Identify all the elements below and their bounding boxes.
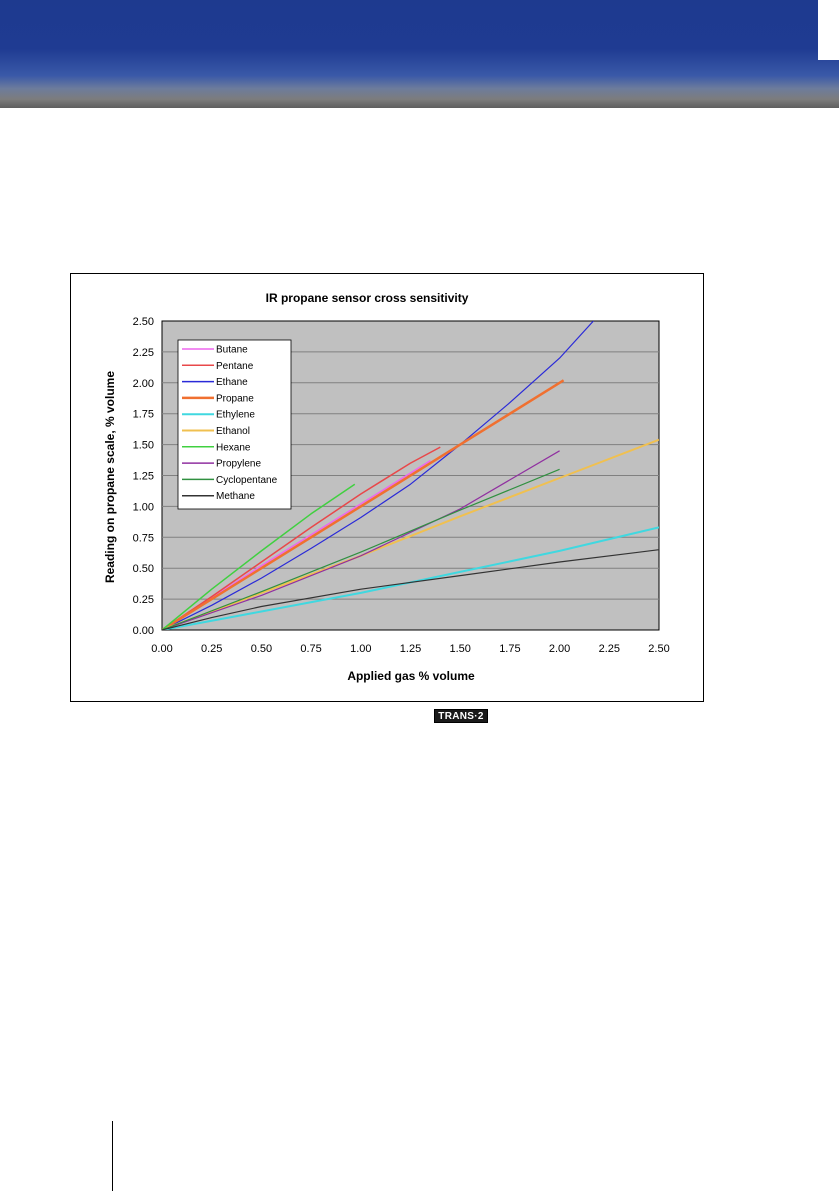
y-tick-label: 2.00 (133, 378, 154, 390)
legend-entry-ethanol: Ethanol (216, 426, 250, 437)
legend-entry-pentane: Pentane (216, 361, 254, 372)
legend-entry-propane: Propane (216, 393, 254, 404)
legend-entry-ethylene: Ethylene (216, 410, 255, 421)
x-tick-label: 1.00 (350, 643, 371, 655)
series-line-methane (162, 549, 659, 630)
x-tick-label: 0.75 (300, 643, 321, 655)
x-tick-label: 2.50 (648, 643, 669, 655)
y-tick-label: 0.25 (133, 594, 154, 606)
y-tick-label: 1.25 (133, 471, 154, 483)
legend: Butane Pentane Ethane Propane Ethylene Ethano… (177, 339, 292, 510)
series-line-pentane (162, 446, 441, 630)
y-tick-label: 0.50 (133, 563, 154, 575)
x-tick-label: 1.25 (400, 643, 421, 655)
series-line-hexane (162, 483, 356, 630)
page-tab (818, 0, 839, 60)
series-line-ethane (162, 321, 594, 630)
x-tick-label: 1.50 (449, 643, 470, 655)
chart-svg: IR propane sensor cross sensitivity 0.00… (103, 291, 670, 683)
legend-entry-hexane: Hexane (216, 442, 251, 453)
x-tick-label: 1.75 (499, 643, 520, 655)
header-band (0, 0, 839, 108)
x-tick-labels: 0.00 0.25 0.50 0.75 1.00 1.25 1.50 1.75 2.00 2.25… (151, 643, 669, 655)
y-tick-label: 0.75 (133, 532, 154, 544)
legend-entry-methane: Methane (216, 491, 255, 502)
legend-box (177, 339, 292, 510)
legend-entry-ethane: Ethane (216, 377, 248, 388)
series-line-ethanol (162, 438, 659, 630)
x-tick-label: 2.00 (549, 643, 570, 655)
y-tick-labels: 0.00 0.25 0.50 0.75 1.00 1.25 1.50 1.75 2.00 2.25… (133, 316, 154, 637)
x-tick-label: 2.25 (599, 643, 620, 655)
series-line-cyclopentane (162, 468, 560, 630)
y-axis-title: Reading on propane scale, % volume (103, 371, 117, 583)
legend-entry-butane: Butane (216, 345, 248, 356)
x-tick-label: 0.00 (151, 643, 172, 655)
y-tick-label: 1.50 (133, 440, 154, 452)
y-tick-label: 2.25 (133, 347, 154, 359)
chart-title: IR propane sensor cross sensitivity (266, 291, 469, 305)
margin-line (112, 1121, 113, 1191)
series-line-propane (162, 379, 565, 630)
y-tick-label: 2.50 (133, 316, 154, 328)
y-tick-label: 0.00 (133, 625, 154, 637)
legend-entry-propylene: Propylene (216, 459, 261, 470)
chart-frame: IR propane sensor cross sensitivity 0.00… (70, 273, 704, 702)
y-tick-label: 1.75 (133, 409, 154, 421)
series-line-propylene (162, 450, 560, 630)
x-axis-title: Applied gas % volume (347, 669, 475, 683)
x-tick-label: 0.50 (251, 643, 272, 655)
legend-entry-cyclopentane: Cyclopentane (216, 475, 278, 486)
trans2-logo: TRANS·2 (434, 709, 488, 723)
y-tick-label: 1.00 (133, 501, 154, 513)
x-tick-label: 0.25 (201, 643, 222, 655)
